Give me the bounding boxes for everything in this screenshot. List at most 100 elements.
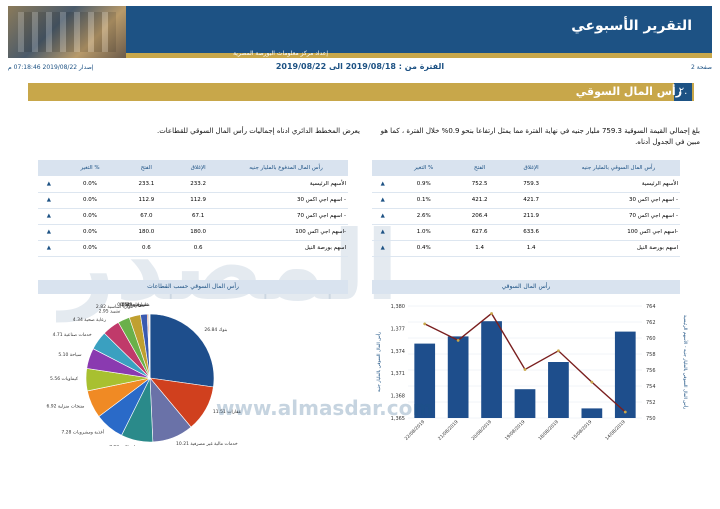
y-left-label: رأس المال السوقي بالمليار جنيه — [375, 332, 382, 392]
bar — [481, 321, 502, 418]
change-value: 0.0% — [59, 192, 121, 209]
change-value: 0.0% — [59, 240, 121, 257]
close-value: 633.6 — [505, 224, 557, 241]
open-value: 180.0 — [120, 224, 173, 241]
y-left-tick: 1,371 — [391, 371, 405, 377]
change-arrow: ▲ — [372, 224, 394, 241]
pie-slice-label: 5.56 كيماويات — [50, 376, 79, 382]
page-number: صفحة 2 — [691, 64, 712, 71]
table-row: الأسهم الرئيسية 759.3 752.5 0.9% ▲ — [372, 176, 680, 193]
line-point — [523, 368, 527, 371]
line-point — [590, 380, 594, 384]
change-arrow: ▲ — [372, 240, 394, 257]
change-arrow: ▲ — [372, 192, 394, 209]
watermark-url: www.almasdar.com — [216, 396, 434, 420]
change-value: 0.0% — [59, 224, 121, 241]
x-tick-label: 15/08/2019 — [571, 419, 594, 442]
open-value: 67.0 — [120, 208, 173, 225]
line-point — [423, 322, 427, 326]
table-header: الفتح — [120, 160, 173, 176]
table-row: - اسهم اجي اكس 70 211.9 206.4 2.6% ▲ — [372, 208, 680, 225]
market-cap-bar-chart: 750 752 754 756 758 760 762 764 1,365 1,368 1,371 1… — [375, 304, 689, 442]
x-tick-label: 18/08/2019 — [537, 419, 560, 442]
y-left-tick: 1,368 — [391, 394, 405, 400]
change-value: 2.6% — [393, 208, 454, 225]
pie-slice-label: 0.25 غاز وبترول — [117, 302, 149, 308]
row-label: - اسهم اجي اكس 30 — [224, 192, 348, 209]
table-row: - اسهم اجي اكس 30 112.9 112.9 0.0% ▲ — [38, 192, 348, 209]
pie-slice-label: 7.93 اتصالات — [109, 444, 135, 446]
change-arrow: ▲ — [38, 224, 60, 241]
table-row: اسهم بورصة النيل 1.4 1.4 0.4% ▲ — [372, 240, 680, 257]
table-row: اسهم بورصة النيل 0.6 0.6 0.0% ▲ — [38, 240, 348, 257]
y-right-tick: 764 — [646, 304, 656, 310]
pie-slice — [149, 313, 151, 379]
y-left-tick: 1,365 — [391, 416, 405, 422]
change-arrow: ▲ — [38, 176, 60, 193]
row-label: - اسهم اجي اكس 70 — [224, 208, 348, 225]
pie-slice — [149, 313, 215, 388]
open-value: 752.5 — [453, 176, 506, 193]
change-value: 0.0% — [59, 176, 121, 193]
table-header: رأس المال المدفوع بالمليار جنيه — [224, 160, 348, 176]
pie-slice-label: 4.71 خدمات صناعية — [53, 332, 92, 338]
header-photo — [8, 6, 126, 58]
open-value: 112.9 — [120, 192, 173, 209]
report-subtitle: إعداد مركز معلومات البورصة المصرية — [233, 50, 328, 57]
row-label: اسهم بورصة النيل — [224, 240, 348, 257]
paid-capital-table: رأس المال المدفوع بالمليار جنيه الإغلاق … — [38, 160, 348, 257]
table-row: -اسهم اجي اكس 100 180.0 180.0 0.0% ▲ — [38, 224, 348, 241]
row-label: الأسهم الرئيسية — [224, 176, 348, 193]
market-cap-table: رأس المال السوقي بالمليار جنيه الإغلاق ا… — [372, 160, 680, 257]
change-arrow: ▲ — [372, 208, 394, 225]
change-arrow: ▲ — [38, 240, 60, 257]
bar — [447, 336, 469, 418]
pie-slice-label: 26.84 بنوك — [204, 327, 227, 333]
y-left-tick: 1,374 — [391, 349, 405, 355]
table-header: الإغلاق — [172, 160, 224, 176]
open-value: 627.6 — [453, 224, 506, 241]
table-row: - اسهم اجي اكس 70 67.1 67.0 0.0% ▲ — [38, 208, 348, 225]
x-tick-label: 19/08/2019 — [504, 419, 527, 442]
row-label: -اسهم اجي اكس 100 — [224, 224, 348, 241]
y-right-tick: 760 — [646, 336, 656, 342]
pie-intro-text: يعرض المخطط الدائري ادناه إجماليات رأس ا… — [156, 127, 360, 135]
x-tick-label: 22/08/2019 — [404, 419, 427, 442]
y-right-tick: 762 — [646, 320, 656, 326]
open-value: 206.4 — [453, 208, 506, 225]
bar — [581, 408, 603, 418]
line-point — [557, 349, 560, 353]
y-right-tick: 750 — [646, 416, 656, 422]
pie-slice-label: 0.14 منسوجات — [120, 302, 151, 308]
y-right-tick: 754 — [646, 384, 656, 390]
table-header: رأس المال السوقي بالمليار جنيه — [556, 160, 680, 176]
pie-slice-label: 4.34 رعاية صحية — [73, 317, 106, 323]
sector-pie-chart: 26.84 بنوك 11.51 عقارات 10.21 خدمات مالية … — [46, 302, 242, 446]
close-value: 180.0 — [172, 224, 224, 241]
change-value: 0.0% — [59, 208, 121, 225]
change-arrow: ▲ — [38, 192, 60, 209]
close-value: 233.2 — [172, 176, 224, 193]
bar-chart-title: رأس المال السوقي — [372, 280, 680, 294]
row-label: - اسهم اجي اكس 30 — [556, 192, 680, 209]
table-header: الإغلاق — [505, 160, 557, 176]
pie-chart-title: رأس المال السوقي حسب القطاعات — [38, 280, 348, 294]
change-value: 1.0% — [393, 224, 454, 241]
issue-date: إصدار 2019/08/22 07:18:46 م — [8, 64, 94, 71]
table-row: -اسهم اجي اكس 100 633.6 627.6 1.0% ▲ — [372, 224, 680, 241]
table-row: - اسهم اجي اكس 30 421.7 421.2 0.1% ▲ — [372, 192, 680, 209]
close-value: 67.1 — [172, 208, 224, 225]
bar — [548, 362, 569, 418]
y-right-tick: 758 — [646, 352, 656, 358]
bar — [614, 331, 636, 418]
bar — [414, 343, 436, 418]
y-left-tick: 1,377 — [391, 326, 405, 332]
meta-row: صفحة 2 الفترة من : 2019/08/18 الى 2019/0… — [8, 62, 712, 74]
change-arrow: ▲ — [38, 208, 60, 225]
report-title: التقرير الأسبوعي — [571, 18, 692, 34]
open-value: 421.2 — [453, 192, 506, 209]
pie-slice-label: 11.51 عقارات — [213, 409, 242, 415]
pie-slice-label: 2.95 تشييد — [99, 308, 122, 314]
table-header: % التغير — [393, 160, 454, 176]
x-tick-label: 14/08/2019 — [604, 419, 627, 442]
